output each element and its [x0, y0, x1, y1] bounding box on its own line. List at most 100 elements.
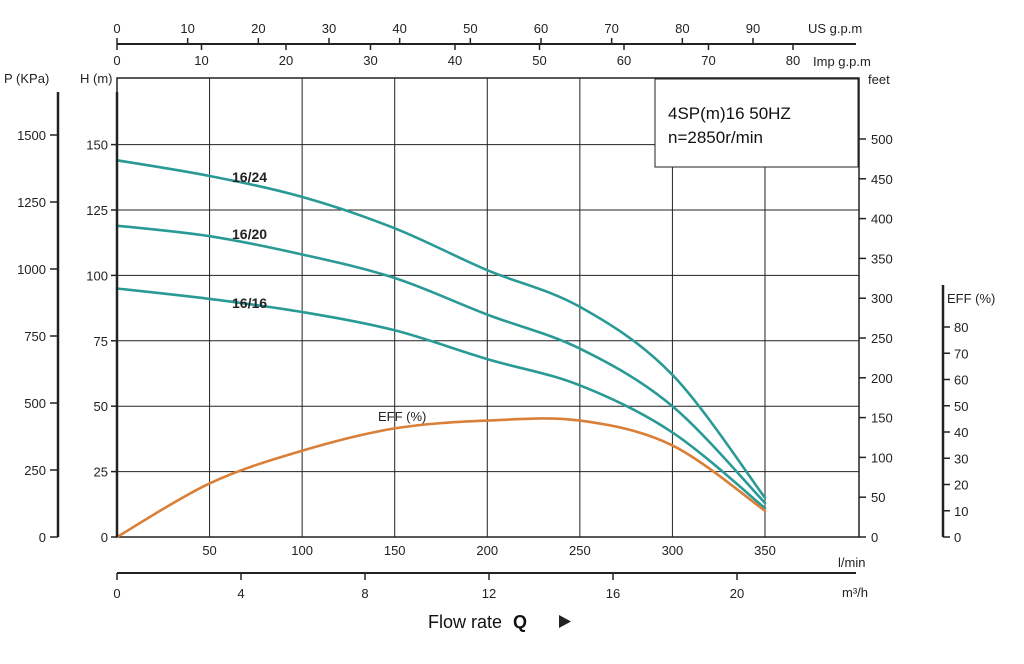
- head-tick-label: 150: [86, 138, 108, 153]
- lmin-axis-ticks: 50 100 150 200 250 300 350: [202, 543, 776, 558]
- lmin-tick-label: 200: [476, 543, 498, 558]
- eff-tick-label: 80: [954, 320, 968, 335]
- feet-tick-label: 500: [871, 132, 893, 147]
- imp-gpm-tick-label: 60: [617, 53, 631, 68]
- chart-title-symbol: Q: [513, 612, 527, 632]
- eff-tick-label: 70: [954, 346, 968, 361]
- lmin-tick-label: 350: [754, 543, 776, 558]
- chart-title-text: Flow rate: [428, 612, 502, 632]
- imp-gpm-tick-label: 50: [532, 53, 546, 68]
- lmin-axis-unit: l/min: [838, 555, 865, 570]
- us-gpm-tick-label: 20: [251, 21, 265, 36]
- feet-tick-label: 450: [871, 172, 893, 187]
- us-gpm-tick-label: 40: [392, 21, 406, 36]
- us-gpm-tick-label: 70: [604, 21, 618, 36]
- feet-tick-label: 0: [871, 530, 878, 545]
- head-axis-ticks: 0 25 50 75 100 125 150: [86, 138, 117, 545]
- pressure-tick-label: 1500: [17, 128, 46, 143]
- lmin-tick-label: 100: [291, 543, 313, 558]
- info-box-speed: n=2850r/min: [668, 128, 763, 147]
- curve-label-16-24: 16/24: [232, 169, 267, 185]
- us-gpm-tick-label: 60: [534, 21, 548, 36]
- info-box-model: 4SP(m)16 50HZ: [668, 104, 791, 123]
- head-tick-label: 125: [86, 203, 108, 218]
- curve-eff: [115, 417, 767, 539]
- us-gpm-axis-ticks: 0 10 20 30 40 50 60 70 80 90: [113, 21, 760, 44]
- imp-gpm-tick-label: 0: [113, 53, 120, 68]
- m3h-tick-label: 0: [113, 586, 120, 601]
- play-arrow-icon: [559, 615, 571, 628]
- feet-tick-label: 50: [871, 490, 885, 505]
- pressure-tick-label: 1250: [17, 195, 46, 210]
- lmin-tick-label: 50: [202, 543, 216, 558]
- info-box: [654, 78, 859, 168]
- imp-gpm-tick-label: 10: [194, 53, 208, 68]
- head-axis-unit: H (m): [80, 71, 113, 86]
- imp-gpm-tick-label: 30: [363, 53, 377, 68]
- eff-tick-label: 60: [954, 373, 968, 388]
- pressure-axis-unit: P (KPa): [4, 71, 49, 86]
- curve-16-20: [115, 224, 767, 505]
- imp-gpm-tick-label: 20: [279, 53, 293, 68]
- imp-gpm-tick-label: 70: [701, 53, 715, 68]
- feet-tick-label: 200: [871, 371, 893, 386]
- curve-label-16-16: 16/16: [232, 295, 267, 311]
- head-tick-label: 100: [86, 268, 108, 283]
- lmin-tick-label: 150: [384, 543, 406, 558]
- pressure-tick-label: 750: [24, 329, 46, 344]
- eff-axis-ticks: 0 10 20 30 40 50 60 70 80: [943, 320, 968, 545]
- us-gpm-tick-label: 80: [675, 21, 689, 36]
- pressure-tick-label: 0: [39, 530, 46, 545]
- eff-tick-label: 10: [954, 504, 968, 519]
- feet-tick-label: 150: [871, 411, 893, 426]
- eff-tick-label: 30: [954, 451, 968, 466]
- lmin-tick-label: 250: [569, 543, 591, 558]
- m3h-axis-ticks: 0 4 8 12 16 20: [113, 573, 744, 601]
- eff-tick-label: 0: [954, 530, 961, 545]
- head-tick-label: 0: [101, 530, 108, 545]
- head-tick-label: 25: [94, 465, 108, 480]
- curve-16-24: [115, 159, 767, 500]
- m3h-tick-label: 8: [361, 586, 368, 601]
- m3h-tick-label: 20: [730, 586, 744, 601]
- grid-lines: [117, 78, 859, 537]
- imp-gpm-axis-unit: Imp g.p.m: [813, 54, 871, 69]
- feet-tick-label: 300: [871, 291, 893, 306]
- pressure-axis-ticks: 0 250 500 750 1000 1250 1500: [17, 128, 58, 545]
- curves: 16/24 16/20 16/16 EFF (%): [115, 159, 767, 539]
- us-gpm-tick-label: 0: [113, 21, 120, 36]
- pressure-tick-label: 250: [24, 463, 46, 478]
- imp-gpm-tick-label: 80: [786, 53, 800, 68]
- feet-tick-label: 400: [871, 212, 893, 227]
- pressure-tick-label: 1000: [17, 262, 46, 277]
- eff-tick-label: 40: [954, 425, 968, 440]
- curve-label-16-20: 16/20: [232, 226, 267, 242]
- feet-axis-ticks: 0 50 100 150 200 250 300 350 400 450 500: [859, 132, 893, 545]
- chart-title: Flow rate Q: [428, 612, 527, 632]
- feet-tick-label: 350: [871, 251, 893, 266]
- feet-tick-label: 100: [871, 450, 893, 465]
- m3h-axis-unit: m³/h: [842, 585, 868, 600]
- us-gpm-tick-label: 90: [746, 21, 760, 36]
- us-gpm-axis-unit: US g.p.m: [808, 21, 862, 36]
- eff-tick-label: 50: [954, 399, 968, 414]
- lmin-tick-label: 300: [662, 543, 684, 558]
- imp-gpm-tick-label: 40: [448, 53, 462, 68]
- curve-label-eff: EFF (%): [378, 409, 426, 424]
- eff-axis-unit: EFF (%): [947, 291, 995, 306]
- pressure-tick-label: 500: [24, 396, 46, 411]
- m3h-tick-label: 12: [482, 586, 496, 601]
- m3h-tick-label: 4: [237, 586, 244, 601]
- eff-tick-label: 20: [954, 478, 968, 493]
- feet-axis-unit: feet: [868, 72, 890, 87]
- us-gpm-tick-label: 30: [322, 21, 336, 36]
- imp-gpm-axis-ticks: 0 10 20 30 40 50 60 70 80: [113, 44, 800, 68]
- us-gpm-tick-label: 50: [463, 21, 477, 36]
- m3h-tick-label: 16: [606, 586, 620, 601]
- head-tick-label: 50: [94, 399, 108, 414]
- head-tick-label: 75: [94, 334, 108, 349]
- us-gpm-tick-label: 10: [180, 21, 194, 36]
- curve-16-16: [115, 287, 767, 510]
- feet-tick-label: 250: [871, 331, 893, 346]
